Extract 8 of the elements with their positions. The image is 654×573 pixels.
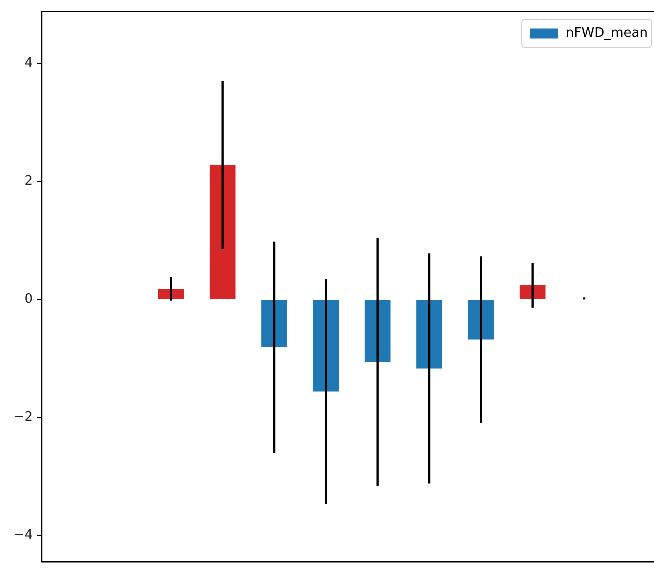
y-tick-label: −2: [14, 410, 33, 426]
y-tick-label: 4: [24, 56, 33, 72]
y-tick-label: −4: [14, 528, 33, 544]
y-tick-label: 0: [24, 292, 33, 308]
bar: [520, 286, 546, 300]
y-tick-label: 2: [24, 174, 33, 190]
legend-label: nFWD_mean: [566, 26, 648, 42]
bar: [210, 165, 236, 300]
